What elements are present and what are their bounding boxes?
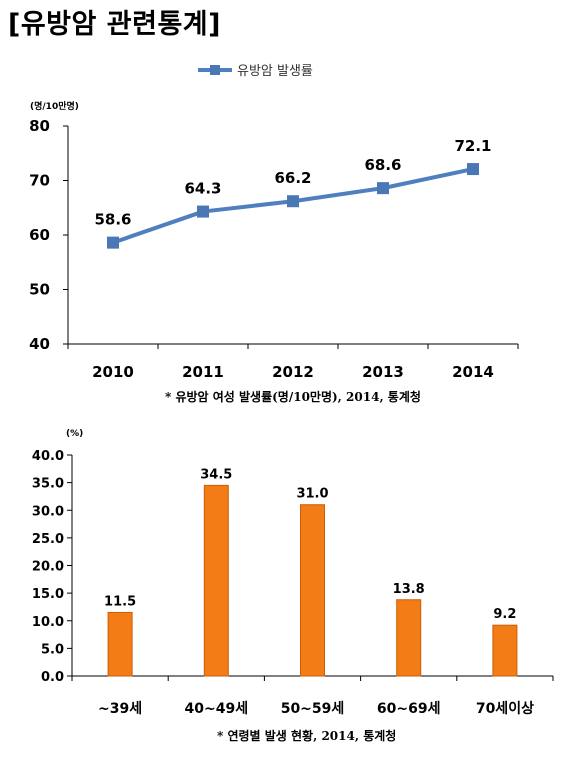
x-tick-label: 2010 bbox=[92, 363, 134, 381]
data-label: 31.0 bbox=[296, 487, 328, 502]
x-tick-label: 40~49세 bbox=[185, 701, 249, 717]
y-tick-label: 0.0 bbox=[41, 670, 64, 685]
data-label: 34.5 bbox=[200, 467, 232, 482]
y-tick-label: 50 bbox=[29, 281, 50, 299]
source-note: * 연령별 발생 현황, 2014, 통계청 bbox=[217, 728, 396, 743]
bar bbox=[492, 624, 518, 677]
data-point bbox=[287, 195, 299, 208]
y-tick-label: 15.0 bbox=[32, 587, 64, 602]
bar bbox=[300, 504, 325, 677]
incidence-line-chart: 유방암 발생률 (명/10만명) 40 50 60 70 80 2010 2011 2012 201… bbox=[29, 64, 519, 404]
legend-marker bbox=[210, 65, 220, 75]
x-tick-label: 2014 bbox=[452, 363, 494, 381]
y-tick-label: 70 bbox=[29, 172, 50, 190]
page-title: [유방암 관련통계] bbox=[8, 9, 221, 40]
y-tick-label: 80 bbox=[29, 117, 50, 135]
y-tick-label: 40.0 bbox=[32, 449, 64, 464]
x-tick-label: 60~69세 bbox=[377, 701, 441, 717]
data-label: 11.5 bbox=[104, 594, 136, 609]
y-tick-label: 60 bbox=[29, 226, 50, 244]
data-label: 58.6 bbox=[94, 211, 131, 229]
source-note: * 유방암 여성 발생률(명/10만명), 2014, 통계청 bbox=[165, 389, 421, 404]
x-tick-label: ~39세 bbox=[98, 701, 142, 717]
data-label: 13.8 bbox=[393, 582, 425, 597]
y-tick-label: 20.0 bbox=[32, 560, 64, 575]
y-tick-label: 40 bbox=[29, 335, 50, 353]
bar bbox=[107, 611, 133, 677]
data-point bbox=[467, 163, 479, 176]
y-tick-label: 25.0 bbox=[32, 532, 64, 547]
y-unit-label: (%) bbox=[66, 429, 83, 439]
x-tick-label: 2011 bbox=[182, 363, 224, 381]
x-tick-label: 70세이상 bbox=[476, 700, 534, 717]
x-tick-label: 2012 bbox=[272, 363, 314, 381]
y-unit-label: (명/10만명) bbox=[30, 100, 79, 112]
bar bbox=[396, 599, 422, 677]
data-point bbox=[377, 182, 389, 195]
y-tick-label: 5.0 bbox=[41, 642, 64, 657]
y-tick-label: 10.0 bbox=[32, 615, 64, 630]
data-label: 72.1 bbox=[454, 137, 491, 155]
data-point bbox=[197, 205, 209, 218]
x-tick-label: 2013 bbox=[362, 363, 404, 381]
bar bbox=[203, 484, 229, 677]
legend-label: 유방암 발생률 bbox=[237, 64, 313, 79]
y-tick-label: 30.0 bbox=[32, 504, 64, 519]
x-tick-label: 50~59세 bbox=[281, 701, 345, 717]
data-label: 9.2 bbox=[493, 607, 516, 622]
age-bar-chart: (%) 0.0 5.0 10.0 15.0 20.0 25.0 30.0 35.0 40.0 11.… bbox=[32, 429, 554, 743]
data-label: 68.6 bbox=[364, 156, 401, 174]
y-tick-label: 35.0 bbox=[32, 477, 64, 492]
data-label: 66.2 bbox=[274, 169, 311, 187]
data-point bbox=[107, 236, 119, 249]
data-label: 64.3 bbox=[184, 180, 221, 198]
